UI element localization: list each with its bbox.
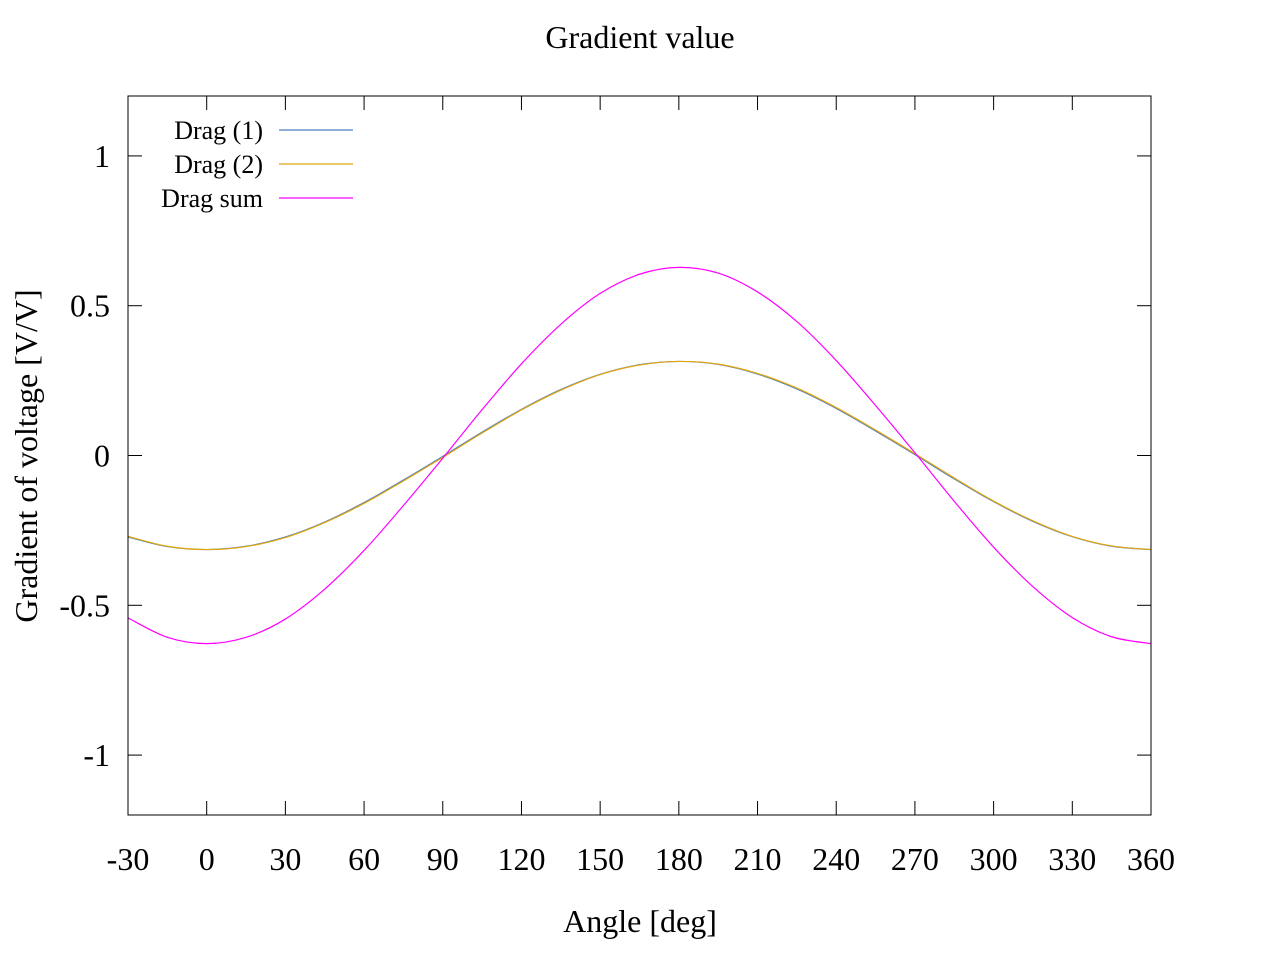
x-tick-label: -30 (107, 841, 150, 877)
y-tick-label: 1 (94, 138, 110, 174)
series-lines (127, 266, 1152, 645)
x-tick-label: 30 (269, 841, 301, 877)
x-axis-label: Angle [deg] (563, 903, 717, 939)
x-tick-label: 360 (1127, 841, 1175, 877)
x-tick-label: 180 (655, 841, 703, 877)
y-tick-label: -1 (83, 737, 110, 773)
y-tick-label: 0.5 (70, 288, 110, 324)
x-tick-label: 60 (348, 841, 380, 877)
legend-label: Drag (1) (174, 116, 263, 145)
x-tick-label: 300 (970, 841, 1018, 877)
plot-frame (127, 95, 1152, 816)
x-tick-label: 270 (891, 841, 939, 877)
x-tick-label: 330 (1048, 841, 1096, 877)
legend: Drag (1) Drag (2) Drag sum (161, 116, 353, 213)
x-tick-label: 210 (734, 841, 782, 877)
y-tick-label: 0 (94, 438, 110, 474)
x-tick-label: 0 (199, 841, 215, 877)
legend-label: Drag sum (161, 184, 263, 213)
y-tick-label: -0.5 (59, 587, 110, 623)
series-line-3 (127, 266, 1152, 645)
x-tick-label: 120 (497, 841, 545, 877)
axis-ticks (127, 96, 1152, 815)
x-tick-label: 240 (812, 841, 860, 877)
chart-title: Gradient value (545, 19, 734, 55)
y-axis-label: Gradient of voltage [V/V] (8, 289, 44, 622)
tick-labels: -30 0 30 60 90 120 150 180 210 240 270 300 330 360 1 0.… (59, 138, 1175, 877)
x-tick-label: 150 (576, 841, 624, 877)
series-line-2 (127, 360, 1152, 551)
series-line-1 (127, 360, 1152, 551)
legend-label: Drag (2) (174, 150, 263, 179)
x-tick-label: 90 (427, 841, 459, 877)
